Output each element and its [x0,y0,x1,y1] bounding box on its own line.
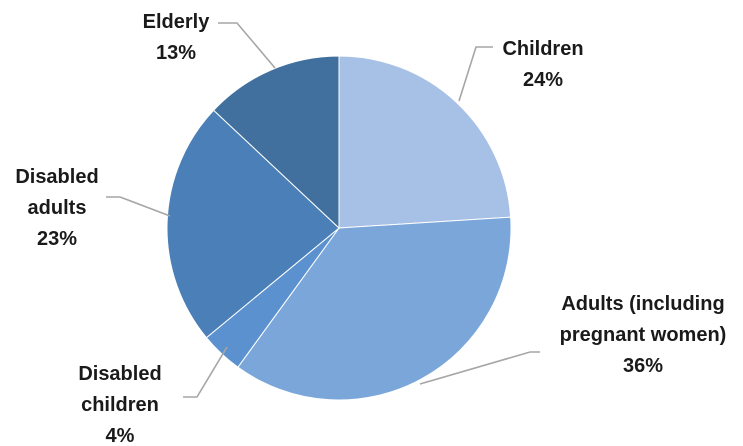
slice-name-label-elderly: Elderly [143,11,211,33]
slice-name-label-disabled-children: children [81,394,159,416]
slice-name-label-disabled-adults: adults [28,197,87,219]
pie-slice-disabled-adults [166,109,340,339]
pie-slice-children [338,55,512,229]
slice-name-label-children: Children [502,38,583,60]
leader-line-children [458,46,493,102]
slice-value-label-elderly: 13% [156,42,196,64]
leader-line-adults-including-pregnant-women [419,351,540,385]
leader-line-elderly [218,22,276,69]
leader-line-disabled-children [183,346,228,398]
slice-value-label-children: 24% [523,69,563,91]
slice-name-label-adults-including-pregnant-women: Adults (including [561,293,724,315]
pie-slice-adults-including-pregnant-women [237,216,512,401]
slice-name-label-disabled-children: Disabled [78,363,161,385]
slice-name-label-disabled-adults: Disabled [15,166,98,188]
slice-name-label-adults-including-pregnant-women: pregnant women) [560,324,727,346]
slice-value-label-adults-including-pregnant-women: 36% [623,355,663,377]
slice-value-label-disabled-adults: 23% [37,228,77,250]
leader-line-disabled-adults [106,196,171,217]
slice-value-label-disabled-children: 4% [106,425,135,446]
pie-slice-elderly [212,55,340,230]
